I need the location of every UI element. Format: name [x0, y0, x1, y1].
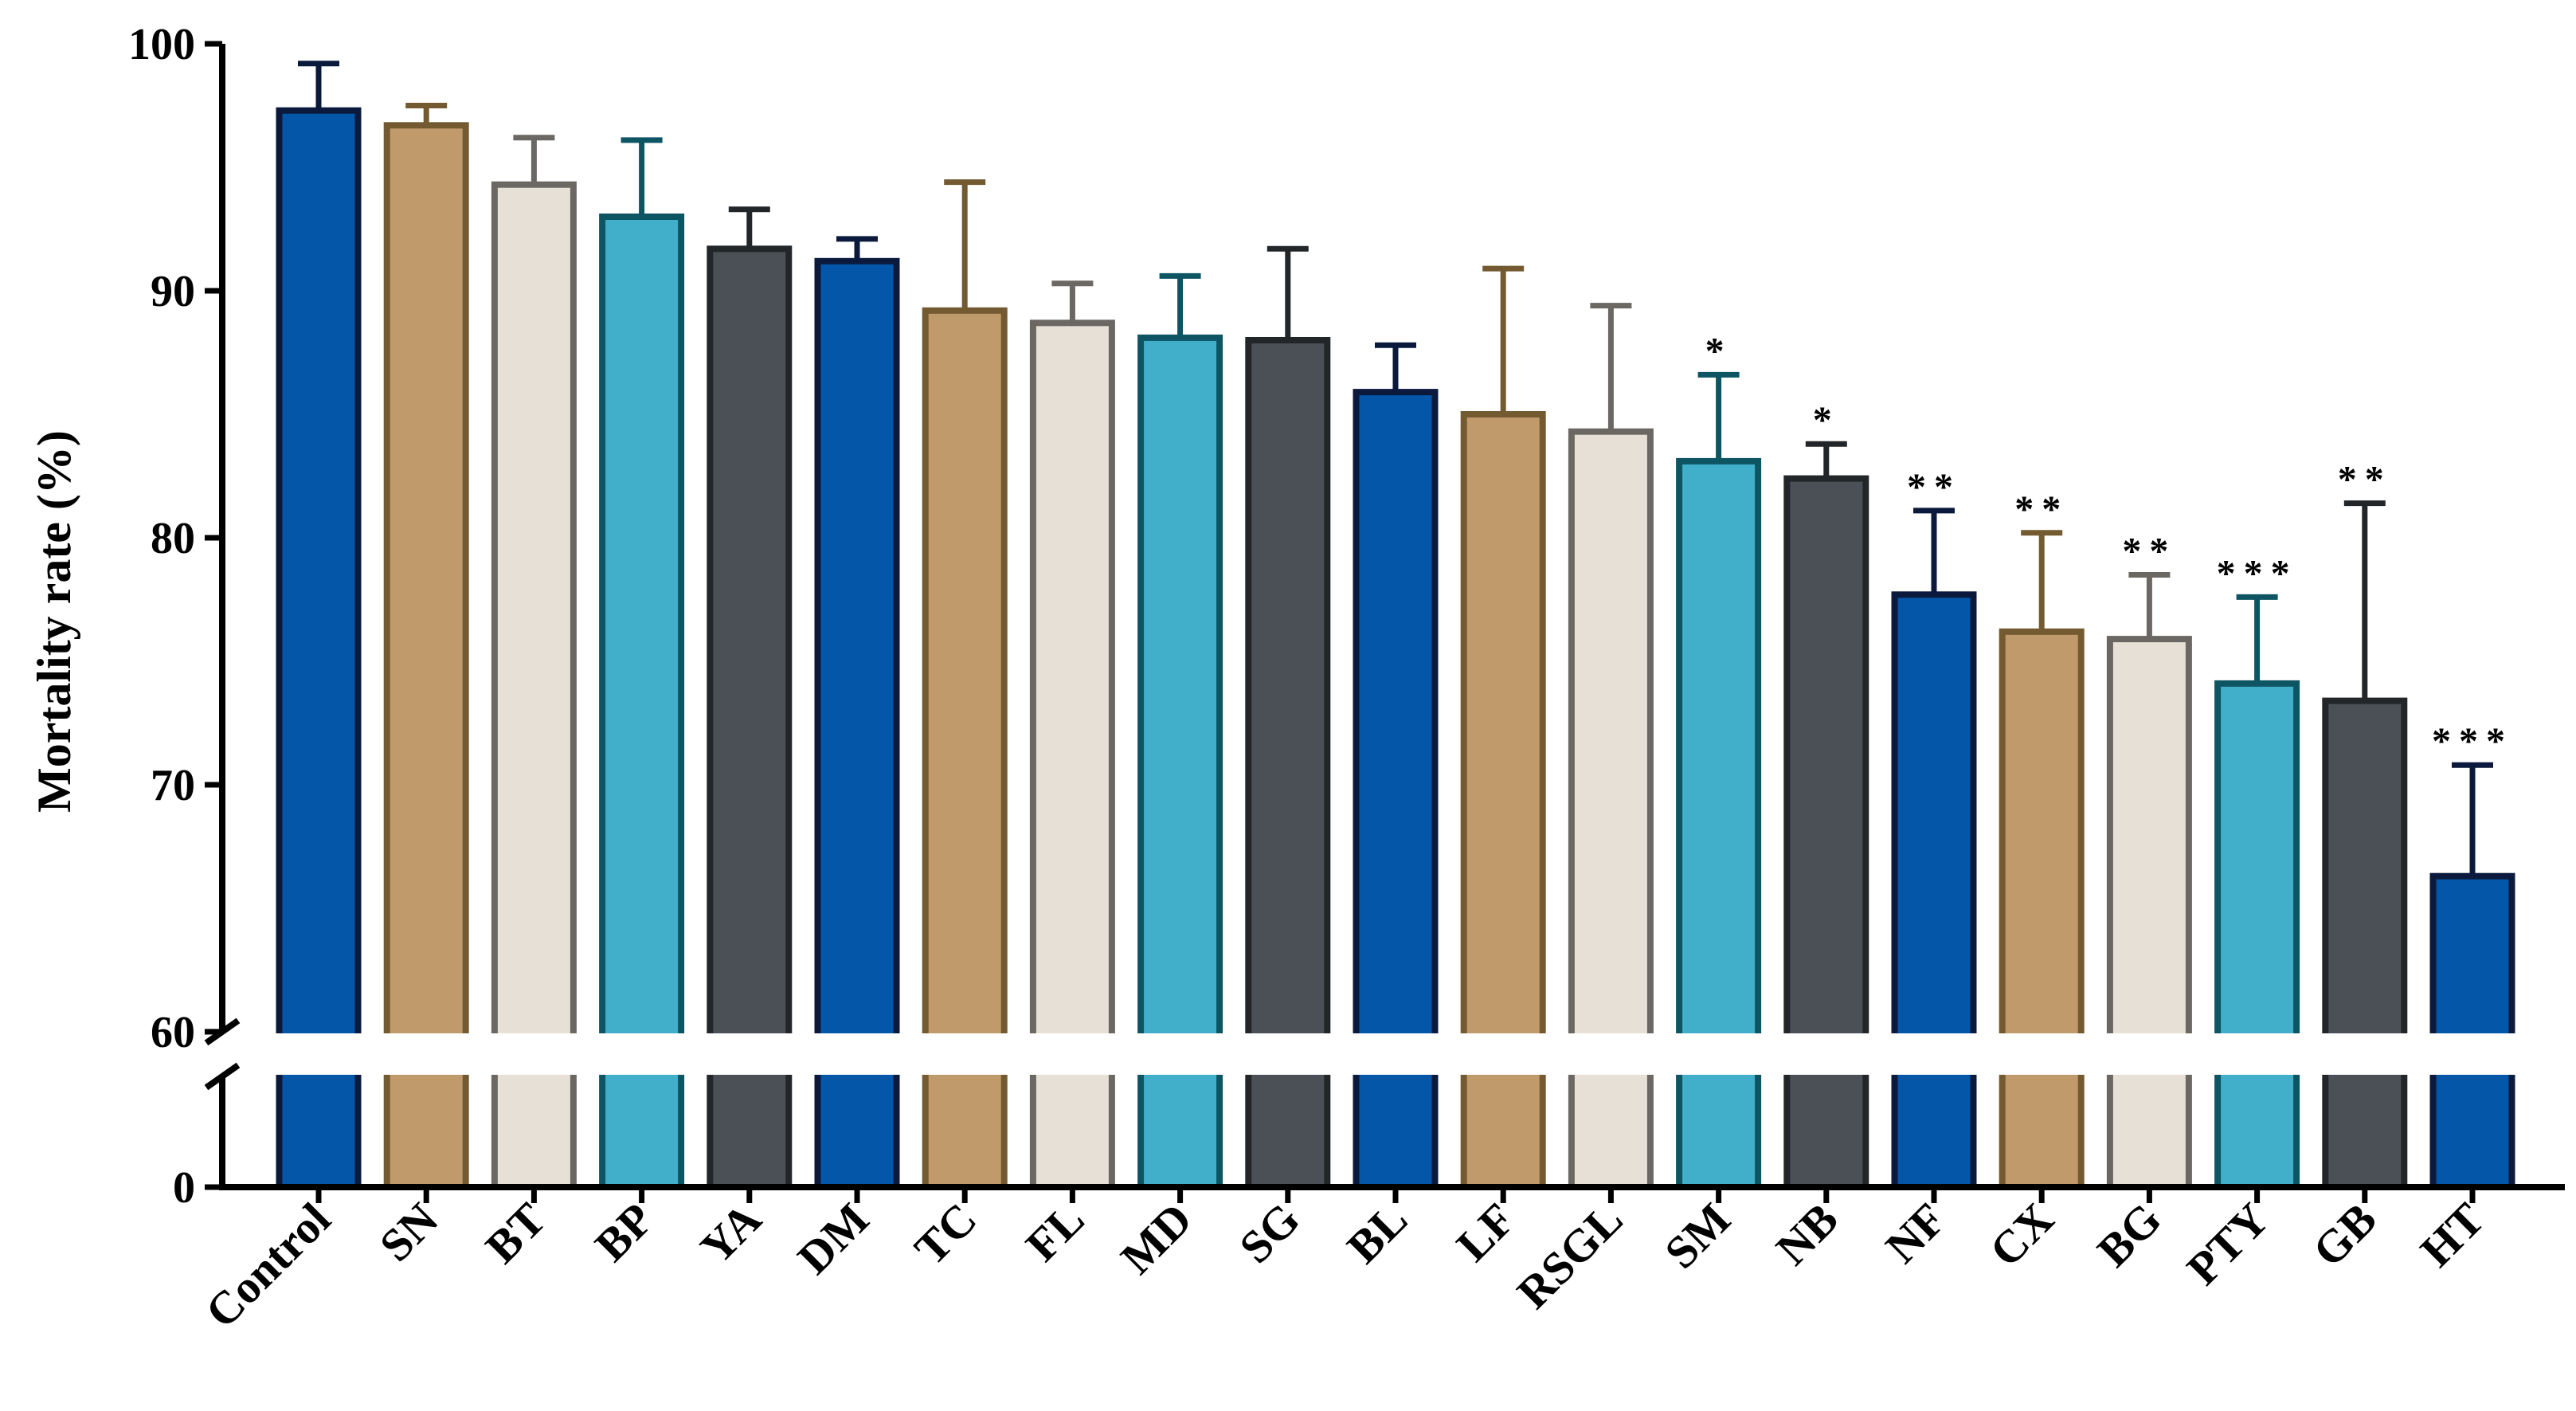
significance-gb: ** — [2338, 459, 2392, 501]
x-tick-label-fl: FL — [1016, 1193, 1094, 1271]
bar-pty — [2214, 680, 2300, 1190]
x-tick-label-nf: NF — [1876, 1193, 1956, 1273]
significance-layer: **************** — [1705, 330, 2513, 762]
bar-nb — [1783, 475, 1869, 1190]
x-tick-label-lf: LF — [1447, 1193, 1525, 1271]
x-tick-label-ya: YA — [691, 1193, 772, 1274]
bar-nf — [1891, 591, 1977, 1190]
bar-control — [276, 107, 362, 1191]
x-tick-label-bg: BG — [2087, 1193, 2171, 1276]
x-tick-label-sm: SM — [1654, 1193, 1740, 1278]
x-tick-label-md: MD — [1110, 1193, 1201, 1284]
axes-layer — [204, 41, 2565, 1203]
y-tick-label-70: 70 — [151, 761, 195, 810]
x-tick-label-ht: HT — [2410, 1193, 2494, 1276]
x-tick-label-nb: NB — [1766, 1193, 1848, 1275]
x-tick-label-dm: DM — [788, 1193, 879, 1284]
x-tick-label-sg: SG — [1229, 1193, 1310, 1273]
significance-sm: * — [1705, 330, 1732, 372]
axis-break-mark-lower — [204, 1062, 241, 1091]
axis-break-gap — [239, 1033, 2573, 1075]
bar-gb — [2322, 697, 2408, 1190]
x-tick-label-bl: BL — [1337, 1193, 1418, 1273]
bar-dm — [814, 257, 900, 1190]
significance-bg: ** — [2122, 531, 2176, 573]
y-tick-label-80: 80 — [151, 514, 195, 563]
x-tick-label-pty: PTY — [2177, 1193, 2279, 1295]
x-tick-label-gb: GB — [2303, 1193, 2386, 1276]
bar-cx — [1999, 628, 2085, 1190]
x-tick-label-rsgl: RSGL — [1507, 1193, 1633, 1319]
y-tick-label-90: 90 — [151, 267, 195, 316]
y-tick-label-100: 100 — [128, 20, 195, 69]
significance-nb: * — [1813, 399, 1840, 441]
axis-break-band — [239, 1033, 2573, 1075]
x-tick-label-bp: BP — [585, 1193, 663, 1271]
y-tick-label-60: 60 — [151, 1008, 195, 1057]
x-tick-label-bt: BT — [476, 1193, 556, 1273]
bars-layer — [276, 107, 2515, 1191]
y-axis-title: Mortality rate (%) — [28, 430, 80, 813]
x-tick-label-tc: TC — [904, 1193, 986, 1275]
bar-sn — [383, 122, 469, 1190]
significance-ht: *** — [2432, 720, 2513, 762]
bar-bg — [2106, 636, 2192, 1190]
bar-ht — [2429, 872, 2515, 1190]
bar-sm — [1676, 457, 1762, 1190]
x-tick-label-control: Control — [195, 1193, 340, 1338]
y-tick-label-0: 0 — [173, 1163, 195, 1213]
significance-nf: ** — [1907, 466, 1961, 508]
x-tick-label-cx: CX — [1979, 1193, 2063, 1276]
significance-cx: ** — [2014, 488, 2069, 531]
x-tick-label-sn: SN — [370, 1193, 448, 1271]
error-bars-layer — [298, 61, 2493, 876]
significance-pty: *** — [2217, 552, 2298, 594]
